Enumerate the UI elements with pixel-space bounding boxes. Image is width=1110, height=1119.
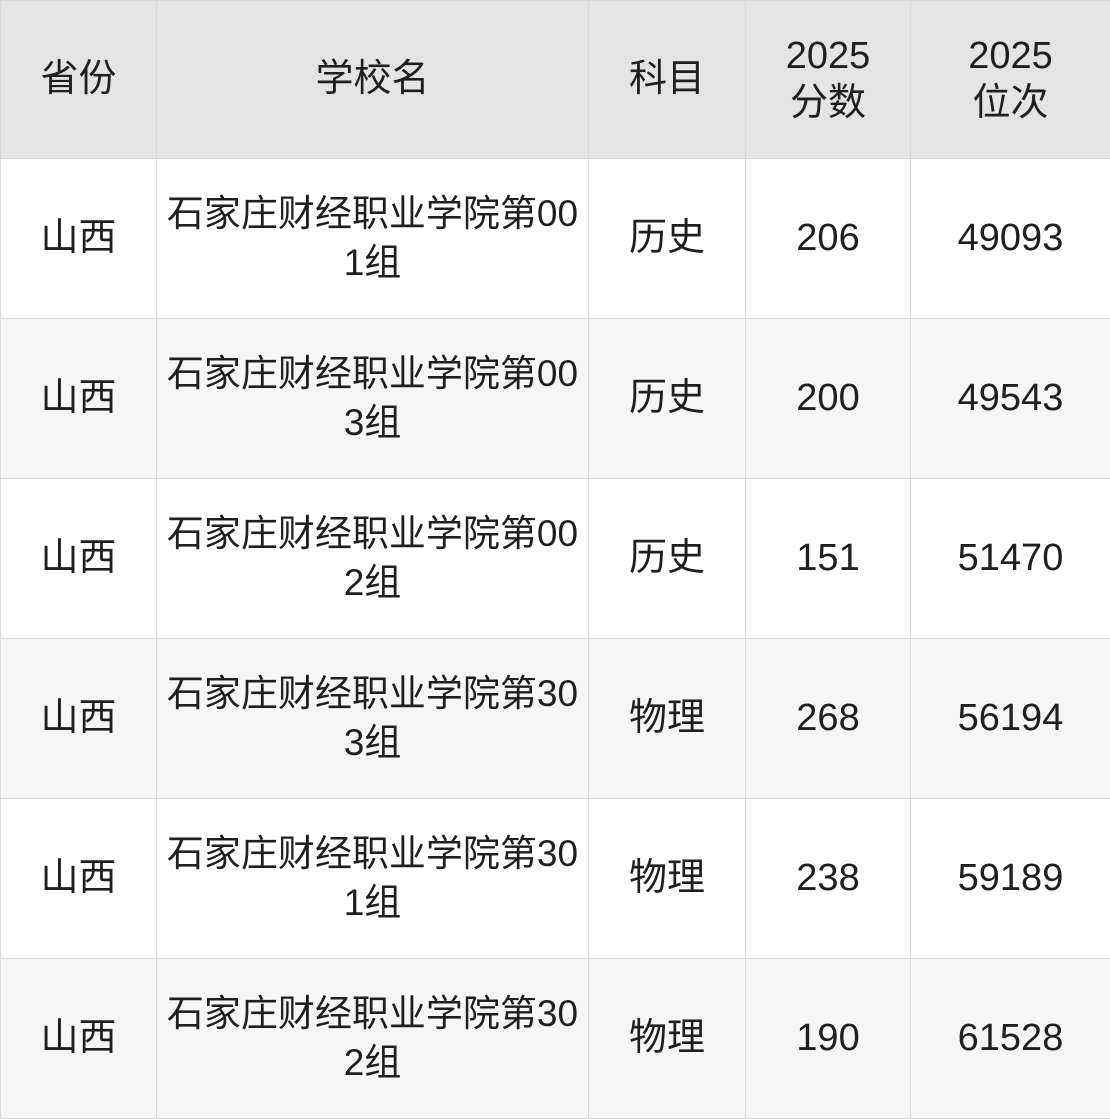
column-header-rank: 2025 位次 xyxy=(911,1,1110,159)
cell-province: 山西 xyxy=(1,319,157,479)
cell-school: 石家庄财经职业学院第003组 xyxy=(157,319,589,479)
cell-school: 石家庄财经职业学院第001组 xyxy=(157,159,589,319)
column-header-province: 省份 xyxy=(1,1,157,159)
column-header-school: 学校名 xyxy=(157,1,589,159)
cell-school: 石家庄财经职业学院第302组 xyxy=(157,959,589,1119)
cell-province: 山西 xyxy=(1,159,157,319)
cell-score: 151 xyxy=(746,479,911,639)
cell-score: 238 xyxy=(746,799,911,959)
cell-province: 山西 xyxy=(1,639,157,799)
cell-subject: 物理 xyxy=(589,799,746,959)
column-header-subject: 科目 xyxy=(589,1,746,159)
table-header-row: 省份 学校名 科目 2025 分数 2025 位次 xyxy=(1,1,1110,159)
cell-score: 190 xyxy=(746,959,911,1119)
cell-rank: 49543 xyxy=(911,319,1110,479)
cell-score: 200 xyxy=(746,319,911,479)
cell-school: 石家庄财经职业学院第002组 xyxy=(157,479,589,639)
cell-subject: 物理 xyxy=(589,959,746,1119)
cell-subject: 历史 xyxy=(589,159,746,319)
cell-subject: 物理 xyxy=(589,639,746,799)
table-header: 省份 学校名 科目 2025 分数 2025 位次 xyxy=(1,1,1110,159)
cell-rank: 56194 xyxy=(911,639,1110,799)
column-header-score: 2025 分数 xyxy=(746,1,911,159)
cell-rank: 51470 xyxy=(911,479,1110,639)
cell-score: 268 xyxy=(746,639,911,799)
cell-province: 山西 xyxy=(1,479,157,639)
cell-score: 206 xyxy=(746,159,911,319)
cell-rank: 59189 xyxy=(911,799,1110,959)
cell-school: 石家庄财经职业学院第301组 xyxy=(157,799,589,959)
cell-province: 山西 xyxy=(1,799,157,959)
cell-subject: 历史 xyxy=(589,479,746,639)
cell-rank: 49093 xyxy=(911,159,1110,319)
cell-school: 石家庄财经职业学院第303组 xyxy=(157,639,589,799)
cell-subject: 历史 xyxy=(589,319,746,479)
cell-rank: 61528 xyxy=(911,959,1110,1119)
cell-province: 山西 xyxy=(1,959,157,1119)
